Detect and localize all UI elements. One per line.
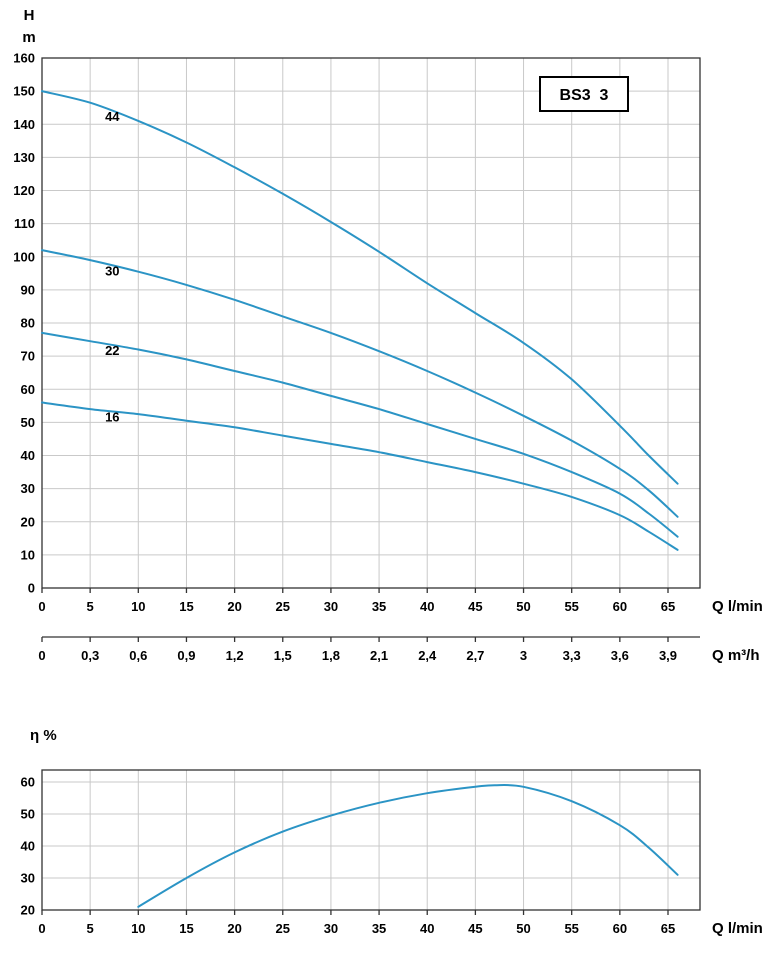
y-tick-label: 30	[21, 481, 35, 496]
x-tick-label: 25	[276, 921, 290, 936]
x-tick-label: 25	[276, 599, 290, 614]
x-tick-label: 40	[420, 599, 434, 614]
y-tick-label: 20	[21, 514, 35, 529]
x-tick-label: 40	[420, 921, 434, 936]
x2-tick-label: 3	[520, 648, 527, 663]
y-axis-title-line1: H	[24, 7, 35, 24]
pump-curve-44	[41, 90, 679, 485]
x-tick-label: 35	[372, 599, 386, 614]
x2-axis-title-m3h: Q m³/h	[712, 647, 760, 664]
x2-tick-label: 3,3	[563, 648, 581, 663]
y-tick-label: 90	[21, 282, 35, 297]
x2-tick-label: 0,9	[177, 648, 195, 663]
head-plot-area: 0102030405060708090100110120130140150160…	[13, 51, 701, 663]
x-tick-label: 50	[516, 921, 530, 936]
y-tick-label: 120	[13, 183, 35, 198]
y-tick-label: 70	[21, 349, 35, 364]
x2-tick-label: 3,6	[611, 648, 629, 663]
y-tick-label: 50	[21, 415, 35, 430]
curve-label-30: 30	[105, 263, 119, 278]
eta-axis-title: η %	[30, 727, 57, 744]
x2-tick-label: 1,5	[274, 648, 292, 663]
x-tick-label: 50	[516, 599, 530, 614]
efficiency-chart: 20 30 40 50 60 0 5 10 15 20 25 30 35 40 45 50 55 60 65 η %…	[21, 727, 763, 937]
curve-label-22: 22	[105, 343, 119, 358]
curve-label-44: 44	[105, 109, 120, 124]
pump-curve-22	[41, 331, 679, 538]
pump-curve-16	[41, 401, 679, 551]
x-tick-label: 55	[564, 599, 578, 614]
y-tick-label: 40	[21, 448, 35, 463]
x-tick-label: 65	[661, 599, 675, 614]
y-tick-label: 30	[21, 871, 35, 886]
x2-tick-label: 3,9	[659, 648, 677, 663]
x-tick-label: 45	[468, 921, 482, 936]
x-tick-label: 35	[372, 921, 386, 936]
efficiency-plot-area: 20 30 40 50 60 0 5 10 15 20 25 30 35 40 45 50 55 60 65	[21, 769, 701, 936]
y-tick-label: 110	[14, 216, 35, 231]
x-tick-label: 30	[324, 921, 338, 936]
x-tick-label: 10	[131, 921, 145, 936]
eff-x-axis-title: Q l/min	[712, 920, 763, 937]
y-tick-label: 140	[13, 117, 35, 132]
y-tick-label: 60	[21, 382, 35, 397]
x-tick-label: 0	[38, 921, 45, 936]
head-capacity-chart: 0102030405060708090100110120130140150160…	[13, 7, 763, 664]
x2-tick-label: 2,7	[466, 648, 484, 663]
x-tick-label: 20	[227, 599, 241, 614]
x-tick-label: 60	[613, 921, 627, 936]
curve-label-16: 16	[105, 409, 119, 424]
x2-tick-label: 1,8	[322, 648, 340, 663]
x-tick-label: 20	[227, 921, 241, 936]
y-tick-label: 40	[21, 839, 35, 854]
x-axis-title-lmin: Q l/min	[712, 598, 763, 615]
y-axis-title-line2: m	[22, 29, 35, 46]
pump-curve-30	[41, 249, 679, 518]
x2-tick-label: 1,2	[226, 648, 244, 663]
y-tick-label: 130	[13, 150, 35, 165]
plot-frame	[41, 57, 701, 589]
x-tick-label: 0	[38, 599, 45, 614]
x2-tick-label: 0	[38, 648, 45, 663]
y-tick-label: 150	[13, 84, 35, 99]
x-tick-label: 55	[564, 921, 578, 936]
y-tick-label: 160	[13, 51, 35, 66]
x-tick-label: 15	[179, 921, 193, 936]
x2-tick-label: 2,4	[418, 648, 437, 663]
y-tick-label: 100	[13, 249, 35, 264]
plot-frame	[41, 769, 701, 911]
y-tick-label: 60	[21, 775, 35, 790]
x-tick-label: 5	[87, 599, 94, 614]
y-tick-label: 50	[21, 807, 35, 822]
efficiency-curve	[137, 783, 679, 908]
y-tick-label: 10	[21, 547, 35, 562]
x-tick-label: 60	[613, 599, 627, 614]
y-tick-label: 0	[28, 581, 35, 596]
model-title-box	[539, 76, 629, 112]
x-tick-label: 10	[131, 599, 145, 614]
x-tick-label: 45	[468, 599, 482, 614]
x-tick-label: 5	[87, 921, 94, 936]
y-tick-label: 20	[21, 903, 35, 918]
model-title: BS3 3	[560, 87, 609, 104]
x2-tick-label: 2,1	[370, 648, 388, 663]
x-tick-label: 15	[179, 599, 193, 614]
x-tick-label: 30	[324, 599, 338, 614]
y-tick-label: 80	[21, 316, 35, 331]
x2-tick-label: 0,6	[129, 648, 147, 663]
x2-tick-label: 0,3	[81, 648, 99, 663]
x-tick-label: 65	[661, 921, 675, 936]
